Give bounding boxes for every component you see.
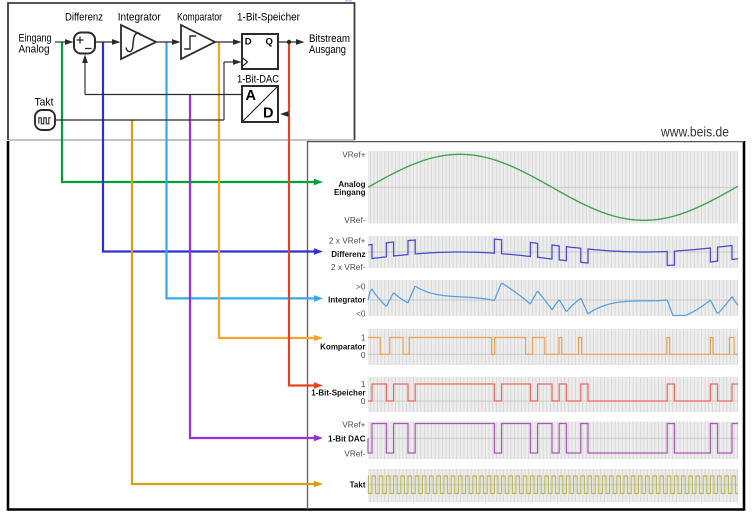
- svg-text:Takt: Takt: [350, 480, 366, 489]
- svg-text:Differenz: Differenz: [65, 11, 103, 23]
- svg-text:D: D: [263, 106, 273, 122]
- svg-text:Differenz: Differenz: [331, 250, 365, 259]
- svg-text:VRef+: VRef+: [342, 149, 365, 159]
- svg-text:0: 0: [361, 396, 366, 406]
- svg-text:1-Bit-Speicher: 1-Bit-Speicher: [311, 388, 365, 397]
- svg-text:Eingang: Eingang: [19, 33, 52, 45]
- svg-text:Ausgang: Ausgang: [309, 44, 346, 56]
- svg-text:1-Bit-Speicher: 1-Bit-Speicher: [237, 11, 300, 23]
- svg-text:1: 1: [361, 379, 366, 389]
- svg-text:Komparator: Komparator: [320, 342, 365, 351]
- svg-text:Analog: Analog: [19, 44, 50, 56]
- svg-text:2 x VRef-: 2 x VRef-: [331, 262, 366, 272]
- svg-text:D: D: [245, 37, 252, 48]
- svg-text:www.beis.de: www.beis.de: [660, 125, 729, 140]
- svg-text:1: 1: [361, 332, 366, 342]
- svg-text:VRef+: VRef+: [342, 419, 365, 429]
- svg-text:Q: Q: [266, 37, 273, 48]
- svg-text:1-Bit-DAC: 1-Bit-DAC: [237, 74, 279, 86]
- svg-text:Analog: Analog: [338, 180, 365, 189]
- svg-text:1-Bit DAC: 1-Bit DAC: [328, 434, 366, 443]
- svg-text:<0: <0: [356, 308, 366, 318]
- svg-text:>0: >0: [356, 281, 366, 291]
- svg-text:Integrator: Integrator: [118, 11, 161, 23]
- svg-text:Integrator: Integrator: [328, 295, 365, 304]
- svg-text:2 x VRef+: 2 x VRef+: [329, 235, 366, 245]
- svg-text:0: 0: [361, 350, 366, 360]
- svg-text:VRef-: VRef-: [344, 448, 365, 458]
- svg-text:A: A: [246, 88, 257, 104]
- svg-text:Takt: Takt: [35, 97, 55, 109]
- svg-text:VRef-: VRef-: [344, 215, 365, 225]
- svg-text:Komparator: Komparator: [177, 11, 222, 23]
- svg-text:Bitstream: Bitstream: [309, 33, 350, 45]
- svg-text:Eingang: Eingang: [334, 188, 366, 197]
